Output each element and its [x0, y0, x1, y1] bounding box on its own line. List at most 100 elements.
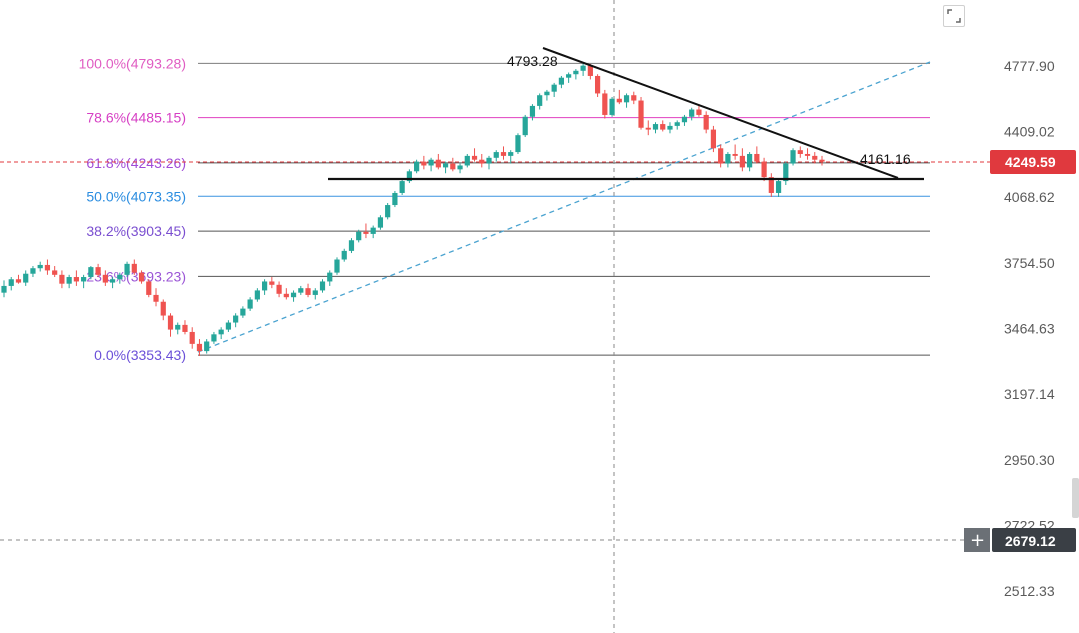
candle: [609, 96, 615, 117]
candle: [775, 179, 782, 197]
fullscreen-button[interactable]: [943, 5, 965, 27]
candle: [298, 285, 304, 295]
candle: [269, 277, 275, 289]
fib-level-label: 50.0%(4073.35): [86, 188, 186, 204]
candle: [790, 148, 796, 166]
candle: [356, 229, 362, 243]
candle: [515, 133, 521, 154]
candle: [804, 148, 811, 160]
candle: [710, 125, 717, 153]
candle: [732, 144, 738, 160]
price-axis-tick: 4068.62: [1004, 189, 1055, 205]
candle: [703, 111, 709, 134]
candle: [81, 274, 87, 289]
candle: [182, 320, 188, 335]
crosshair-price-text: 2679.12: [1005, 533, 1056, 549]
candle: [211, 331, 217, 344]
candle: [348, 238, 355, 254]
candle: [435, 153, 441, 170]
candle: [464, 153, 470, 168]
candle: [247, 297, 253, 311]
candle: [812, 152, 818, 164]
fib-level-label: 0.0%(3353.43): [94, 347, 186, 363]
candle: [283, 288, 289, 300]
candle: [167, 313, 174, 337]
scrollbar-handle[interactable]: [1072, 478, 1079, 518]
price-axis-tick: 4409.02: [1004, 124, 1055, 140]
price-axis-tick: 2950.30: [1004, 452, 1055, 468]
candle: [37, 261, 43, 272]
candle: [23, 270, 29, 286]
candle: [189, 327, 195, 349]
candle: [681, 114, 688, 126]
candle: [573, 69, 579, 80]
candle: [797, 146, 803, 158]
price-axis-tick: 2512.33: [1004, 583, 1055, 599]
current-price-tag: 4249.59: [990, 150, 1076, 174]
candle: [385, 203, 391, 220]
candle: [768, 173, 774, 197]
candle: [305, 283, 311, 298]
candle: [500, 146, 507, 160]
candle: [652, 122, 659, 134]
price-axis-tick: 3464.63: [1004, 321, 1055, 337]
candle: [146, 279, 152, 298]
candle: [160, 299, 166, 321]
candle: [602, 89, 608, 119]
candle: [102, 270, 108, 286]
price-axis-tick: 3754.50: [1004, 255, 1055, 271]
price-axis-tick: 4777.90: [1004, 58, 1055, 74]
candle: [218, 327, 224, 340]
candle: [631, 91, 637, 105]
candle: [747, 152, 753, 172]
descending-trendline[interactable]: [542, 47, 899, 179]
fib-level-label: 100.0%(4793.28): [79, 55, 186, 71]
candle: [59, 270, 65, 289]
crosshair-price-tag: + 2679.12: [964, 528, 1076, 552]
candle: [616, 89, 622, 105]
candle: [66, 274, 72, 289]
fib-level-label: 38.2%(3903.45): [86, 223, 186, 239]
candle: [377, 215, 384, 230]
fib-level-label: 78.6%(4485.15): [86, 110, 186, 126]
candle: [370, 225, 376, 239]
candle: [739, 148, 745, 172]
candle: [138, 270, 145, 284]
plus-icon: +: [970, 530, 985, 551]
candle: [660, 120, 666, 132]
fibonacci-retracement[interactable]: 100.0%(4793.28) 78.6%(4485.15) 61.8%(4243.…: [79, 55, 930, 363]
candle: [327, 270, 333, 286]
candle: [392, 190, 398, 208]
candle: [204, 339, 210, 354]
fib-level-label: 61.8%(4243.26): [86, 155, 186, 171]
candle: [175, 322, 181, 335]
candle: [421, 155, 427, 170]
candle: [341, 248, 347, 262]
candle: [508, 150, 514, 164]
candle: [131, 259, 137, 275]
candle: [196, 339, 203, 356]
candle: [44, 259, 51, 275]
candle: [124, 261, 130, 278]
candle: [428, 157, 434, 172]
candlestick-series: [1, 63, 825, 356]
candle: [30, 266, 36, 278]
candle: [551, 82, 557, 97]
candle: [696, 104, 702, 117]
candle: [8, 277, 14, 291]
candle: [290, 290, 297, 302]
candle: [442, 161, 449, 174]
candle: [312, 288, 318, 300]
candle: [761, 157, 767, 182]
candle: [1, 280, 7, 298]
ascending-trendline[interactable]: [197, 61, 931, 353]
candle: [88, 266, 94, 280]
price-axis[interactable]: 4777.90 4409.02 4068.62 3754.50 3464.63 3197.…: [1004, 58, 1055, 599]
candle: [689, 107, 695, 121]
candle: [544, 89, 550, 101]
candle: [594, 74, 601, 97]
candle: [667, 122, 673, 134]
candle: [522, 114, 528, 138]
candle: [262, 279, 268, 295]
